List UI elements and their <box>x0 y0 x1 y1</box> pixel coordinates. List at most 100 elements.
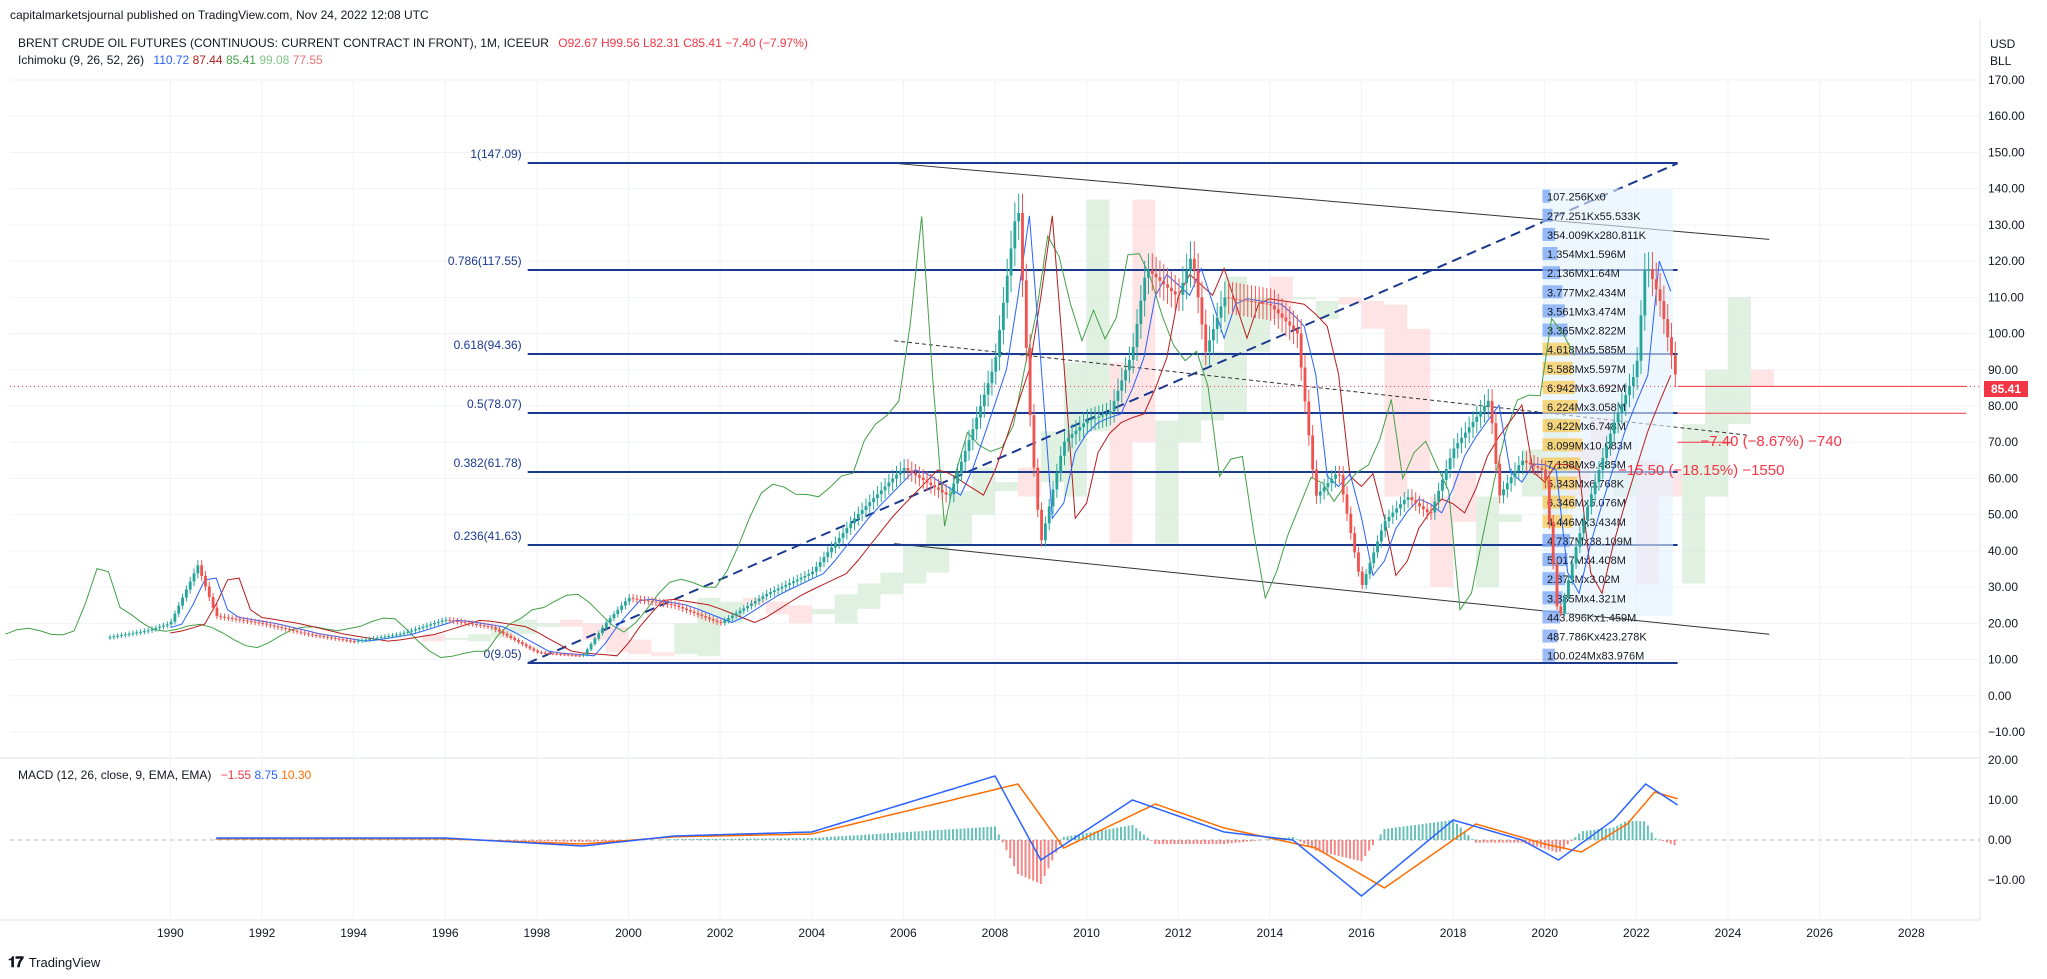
ichimoku-legend[interactable]: Ichimoku (9, 26, 52, 26) 110.72 87.44 85… <box>18 53 323 67</box>
macd-histogram-bar <box>764 838 767 840</box>
candle-body <box>1631 377 1635 387</box>
macd-histogram-bar <box>1211 840 1214 844</box>
macd-histogram-bar <box>302 839 305 840</box>
macd-histogram-bar <box>719 838 722 840</box>
macd-histogram-bar <box>1635 820 1638 840</box>
macd-histogram-bar <box>1268 839 1271 840</box>
ohlc-high: H99.56 <box>600 36 640 50</box>
cloud-segment <box>536 623 560 627</box>
year-tick-label: 2020 <box>1531 926 1558 940</box>
candle-body <box>1555 564 1559 607</box>
volume-profile-label: 2.136Mx1.64M <box>1547 268 1620 280</box>
cloud-segment <box>559 619 583 627</box>
macd-histogram-bar <box>910 831 913 840</box>
candle-body <box>1036 467 1040 510</box>
macd-histogram-bar <box>1410 825 1413 840</box>
candle-body <box>540 652 543 654</box>
macd-histogram-bar <box>230 839 233 840</box>
candle-body <box>1647 269 1651 271</box>
candle-body <box>994 357 998 372</box>
macd-label: MACD (12, 26, close, 9, EMA, EMA) <box>18 768 212 782</box>
candle-body <box>979 406 982 418</box>
candle-body <box>1567 580 1570 597</box>
candle-body <box>1494 423 1498 464</box>
macd-histogram-bar <box>280 839 283 840</box>
macd-histogram-bar <box>421 839 424 840</box>
candle-body <box>1410 497 1414 501</box>
candle-body <box>551 653 555 655</box>
cloud-segment <box>995 482 1018 492</box>
candle-body <box>1372 552 1376 564</box>
cloud-segment <box>1132 199 1156 443</box>
candle-body <box>478 624 482 626</box>
macd-histogram-bar <box>1161 840 1164 844</box>
year-tick-label: 2024 <box>1715 926 1742 940</box>
macd-histogram-bar <box>1662 840 1665 842</box>
macd-histogram-bar <box>532 840 535 841</box>
tradingview-logo[interactable]: 𝟏𝟕 TradingView <box>8 954 100 971</box>
macd-histogram-bar <box>1349 840 1352 859</box>
candle-body <box>162 625 165 627</box>
macd-histogram-bar <box>390 839 393 840</box>
candle-body <box>860 509 864 514</box>
macd-histogram-bar <box>1009 840 1012 859</box>
macd-histogram-bar <box>295 839 298 840</box>
candle-body <box>1532 464 1536 467</box>
macd-histogram-bar <box>696 839 699 840</box>
candle-body <box>1540 467 1544 470</box>
cloud-segment <box>1224 276 1247 414</box>
macd-histogram-bar <box>940 829 943 840</box>
candle-body <box>1189 258 1192 271</box>
cloud-segment <box>1498 514 1522 522</box>
macd-histogram-bar <box>612 840 615 842</box>
candle-body <box>780 586 784 589</box>
cloud-segment <box>651 652 675 656</box>
volume-profile-label: 354.009Kx280.811K <box>1547 230 1647 242</box>
candle-body <box>444 619 448 621</box>
candle-body <box>1498 463 1502 496</box>
cloud-segment <box>903 543 927 584</box>
macd-histogram-bar <box>1230 840 1233 844</box>
candle-body <box>1158 277 1162 281</box>
candle-body <box>841 533 845 538</box>
candle-body <box>822 557 826 562</box>
macd-histogram-bar <box>1032 840 1035 881</box>
year-tick-label: 2026 <box>1806 926 1833 940</box>
price-tick-label: 70.00 <box>1988 435 2018 449</box>
macd-histogram-bar <box>1173 840 1176 844</box>
candle-body <box>391 635 394 637</box>
candle-body <box>895 474 898 479</box>
candle-body <box>784 584 788 587</box>
macd-histogram-bar <box>749 838 752 840</box>
cloud-segment <box>788 605 812 624</box>
macd-histogram-bar <box>921 831 924 840</box>
macd-histogram-bar <box>929 830 932 840</box>
macd-histogram-bar <box>1383 829 1386 840</box>
symbol-legend[interactable]: BRENT CRUDE OIL FUTURES (CONTINUOUS: CUR… <box>18 36 808 50</box>
candle-body <box>1127 359 1131 371</box>
macd-histogram-bar <box>1631 820 1634 840</box>
macd-histogram-bar <box>917 831 920 840</box>
volume-profile-label: 3.561Mx3.474M <box>1547 306 1626 318</box>
volume-profile-bar <box>1542 285 1563 299</box>
macd-histogram-bar <box>1597 829 1600 840</box>
macd-legend[interactable]: MACD (12, 26, close, 9, EMA, EMA) −1.55 … <box>18 768 311 782</box>
macd-histogram-bar <box>1406 826 1409 840</box>
candle-body <box>1253 301 1257 303</box>
macd-histogram-bar <box>902 832 905 840</box>
macd-histogram-bar <box>1440 821 1443 840</box>
candle-body <box>1654 279 1658 290</box>
macd-histogram-bar <box>409 839 412 840</box>
candle-body <box>757 598 761 602</box>
candle-body <box>1574 546 1578 564</box>
macd-histogram-bar <box>772 838 775 840</box>
macd-histogram-bar <box>761 838 764 840</box>
macd-histogram-bar <box>574 840 577 842</box>
macd-histogram-bar <box>577 840 580 842</box>
macd-histogram-bar <box>535 840 538 842</box>
candle-body <box>1032 415 1036 468</box>
candle-body <box>1116 390 1120 401</box>
macd-histogram-bar <box>1326 840 1329 854</box>
candle-body <box>196 565 200 574</box>
